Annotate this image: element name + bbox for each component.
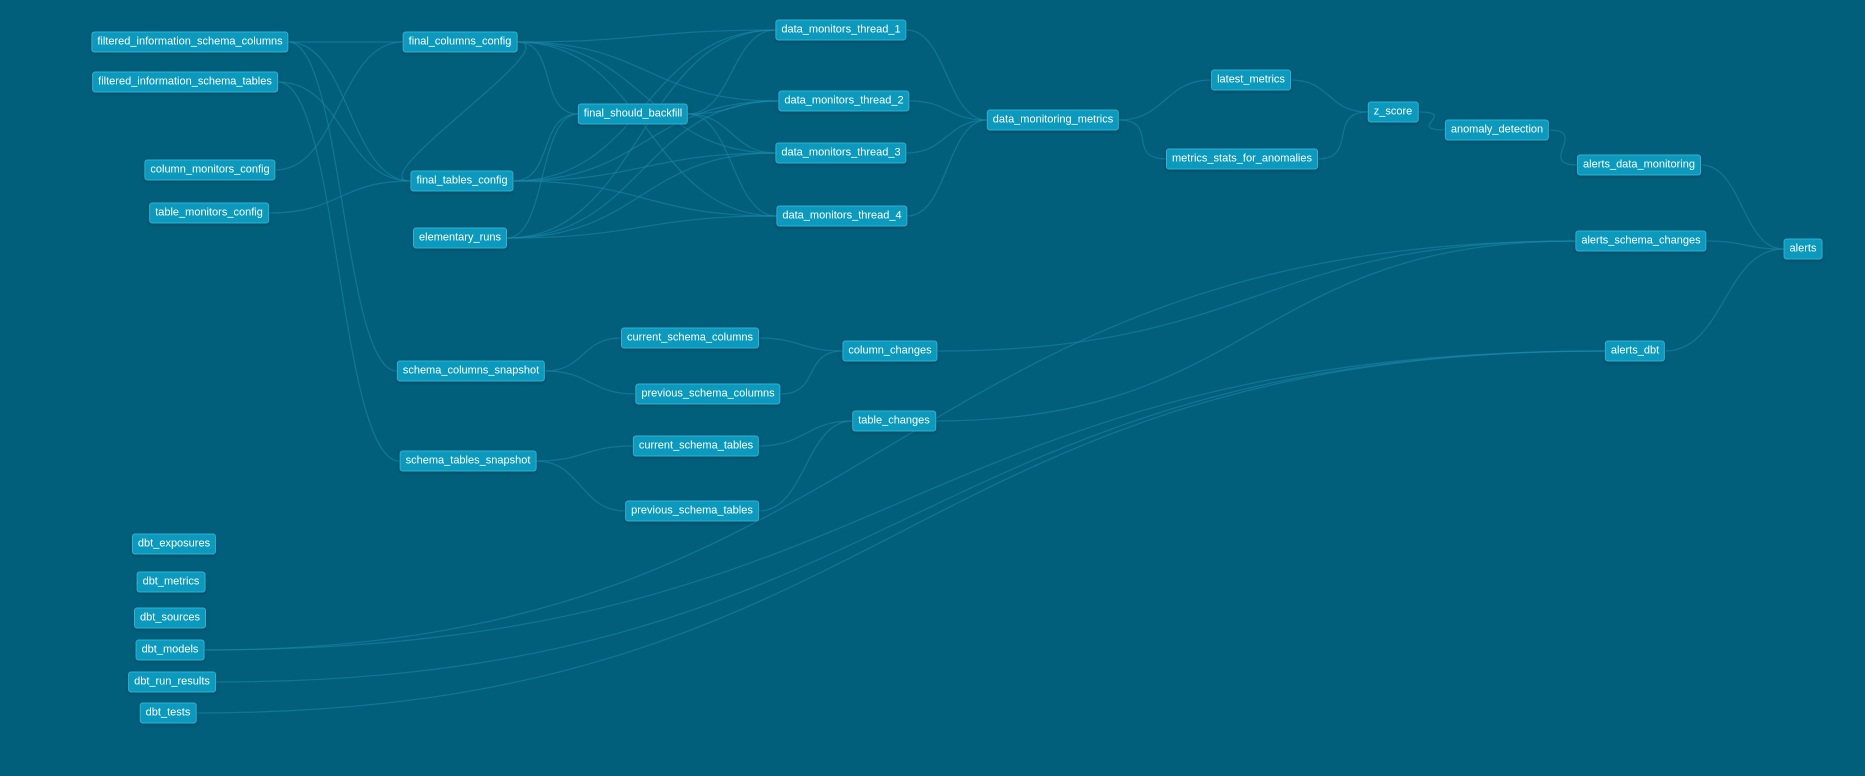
edge-previous-schema-columns-to-column-changes [780, 350, 843, 395]
edge-alerts-dbt-to-alerts [1664, 248, 1784, 352]
node-elementary-runs[interactable]: elementary_runs [413, 227, 507, 249]
edge-data-monitoring-metrics-to-metrics-stats-for-anomalies [1118, 119, 1167, 160]
node-dbt-tests[interactable]: dbt_tests [139, 702, 197, 724]
edge-elementary-runs-to-final-should-backfill [506, 113, 579, 239]
edge-dbt-models-to-alerts-schema-changes [204, 240, 1576, 651]
node-dbt-exposures[interactable]: dbt_exposures [131, 533, 217, 555]
edge-data-monitors-thread-4-to-data-monitoring-metrics [907, 119, 988, 217]
node-anomaly-detection[interactable]: anomaly_detection [1444, 119, 1550, 141]
node-alerts-dbt[interactable]: alerts_dbt [1604, 340, 1666, 362]
edge-latest-metrics-to-z-score [1290, 79, 1368, 113]
edge-dbt-models-to-alerts-dbt [204, 350, 1606, 651]
edge-metrics-stats-for-anomalies-to-z-score [1317, 111, 1368, 160]
edge-filtered-information-schema-tables-to-schema-tables-snapshot [277, 81, 400, 462]
node-column-changes[interactable]: column_changes [842, 340, 938, 362]
edge-final-tables-config-to-final-should-backfill [513, 113, 579, 182]
node-final-tables-config[interactable]: final_tables_config [410, 170, 514, 192]
edge-dbt-run-results-to-alerts-dbt [215, 350, 1606, 683]
edge-data-monitors-thread-1-to-data-monitoring-metrics [906, 29, 988, 121]
edge-final-columns-config-to-data-monitors-thread-1 [517, 29, 776, 43]
node-final-columns-config[interactable]: final_columns_config [402, 31, 518, 53]
edge-final-tables-config-to-data-monitors-thread-4 [513, 180, 777, 217]
edge-final-columns-config-to-data-monitors-thread-4 [517, 41, 777, 217]
edge-anomaly-detection-to-alerts-data-monitoring [1548, 129, 1578, 166]
node-filtered-information-schema-tables[interactable]: filtered_information_schema_tables [92, 71, 278, 93]
edge-final-columns-config-to-final-tables-config [401, 41, 527, 182]
edge-schema-columns-snapshot-to-previous-schema-columns [544, 370, 636, 395]
edge-alerts-data-monitoring-to-alerts [1700, 164, 1784, 250]
node-schema-tables-snapshot[interactable]: schema_tables_snapshot [399, 450, 537, 472]
edge-column-monitors-config-to-final-columns-config [275, 41, 403, 171]
edge-elementary-runs-to-data-monitors-thread-3 [506, 152, 776, 239]
edge-alerts-schema-changes-to-alerts [1706, 240, 1784, 250]
node-latest-metrics[interactable]: latest_metrics [1211, 69, 1291, 91]
edges-layer [196, 29, 1784, 714]
edge-elementary-runs-to-data-monitors-thread-1 [506, 29, 776, 239]
edge-elementary-runs-to-data-monitors-thread-4 [506, 215, 777, 239]
edge-data-monitoring-metrics-to-latest-metrics [1118, 79, 1212, 121]
edge-data-monitors-thread-2-to-data-monitoring-metrics [909, 100, 988, 121]
node-current-schema-columns[interactable]: current_schema_columns [621, 327, 759, 349]
node-data-monitors-thread-1[interactable]: data_monitors_thread_1 [775, 19, 907, 41]
node-current-schema-tables[interactable]: current_schema_tables [632, 435, 760, 457]
node-table-changes[interactable]: table_changes [852, 410, 936, 432]
edge-column-changes-to-alerts-schema-changes [937, 240, 1576, 352]
edge-filtered-information-schema-columns-to-schema-columns-snapshot [288, 41, 398, 372]
edge-table-changes-to-alerts-schema-changes [935, 240, 1576, 422]
edge-final-should-backfill-to-data-monitors-thread-1 [687, 29, 776, 115]
edge-current-schema-columns-to-column-changes [758, 337, 843, 352]
node-alerts[interactable]: alerts [1783, 238, 1823, 260]
node-data-monitors-thread-4[interactable]: data_monitors_thread_4 [776, 205, 908, 227]
edge-final-should-backfill-to-data-monitors-thread-2 [687, 100, 779, 115]
edge-final-tables-config-to-data-monitors-thread-2 [513, 100, 779, 182]
node-dbt-models[interactable]: dbt_models [135, 639, 205, 661]
edge-table-monitors-config-to-final-tables-config [268, 180, 411, 214]
edge-final-columns-config-to-data-monitors-thread-2 [517, 41, 779, 102]
edge-filtered-information-schema-tables-to-final-tables-config [277, 81, 411, 182]
edge-data-monitors-thread-3-to-data-monitoring-metrics [906, 119, 988, 154]
edge-final-should-backfill-to-data-monitors-thread-3 [687, 113, 776, 154]
edge-final-should-backfill-to-data-monitors-thread-4 [687, 113, 777, 217]
edge-dbt-tests-to-alerts-dbt [196, 350, 1606, 714]
node-previous-schema-columns[interactable]: previous_schema_columns [635, 383, 781, 405]
node-data-monitoring-metrics[interactable]: data_monitoring_metrics [986, 109, 1120, 131]
edge-current-schema-tables-to-table-changes [758, 420, 853, 447]
node-dbt-metrics[interactable]: dbt_metrics [136, 571, 206, 593]
edge-filtered-information-schema-columns-to-final-tables-config [288, 41, 411, 182]
node-column-monitors-config[interactable]: column_monitors_config [144, 159, 276, 181]
node-data-monitors-thread-2[interactable]: data_monitors_thread_2 [778, 90, 910, 112]
node-filtered-information-schema-columns[interactable]: filtered_information_schema_columns [91, 31, 289, 53]
node-schema-columns-snapshot[interactable]: schema_columns_snapshot [396, 360, 546, 382]
node-data-monitors-thread-3[interactable]: data_monitors_thread_3 [775, 142, 907, 164]
edge-schema-tables-snapshot-to-current-schema-tables [536, 445, 634, 462]
node-z-score[interactable]: z_score [1367, 101, 1419, 123]
node-table-monitors-config[interactable]: table_monitors_config [149, 202, 269, 224]
node-alerts-schema-changes[interactable]: alerts_schema_changes [1575, 230, 1707, 252]
edge-z-score-to-anomaly-detection [1418, 111, 1446, 131]
edge-previous-schema-tables-to-table-changes [758, 420, 853, 512]
node-metrics-stats-for-anomalies[interactable]: metrics_stats_for_anomalies [1165, 148, 1319, 170]
edge-schema-tables-snapshot-to-previous-schema-tables [536, 460, 626, 512]
edge-final-columns-config-to-data-monitors-thread-3 [517, 41, 776, 154]
edge-final-columns-config-to-final-should-backfill [517, 41, 579, 115]
edge-schema-columns-snapshot-to-current-schema-columns [544, 337, 622, 372]
node-dbt-run-results[interactable]: dbt_run_results [128, 671, 216, 693]
node-dbt-sources[interactable]: dbt_sources [134, 607, 206, 629]
node-alerts-data-monitoring[interactable]: alerts_data_monitoring [1577, 154, 1701, 176]
node-previous-schema-tables[interactable]: previous_schema_tables [625, 500, 759, 522]
node-final-should-backfill[interactable]: final_should_backfill [577, 103, 689, 125]
